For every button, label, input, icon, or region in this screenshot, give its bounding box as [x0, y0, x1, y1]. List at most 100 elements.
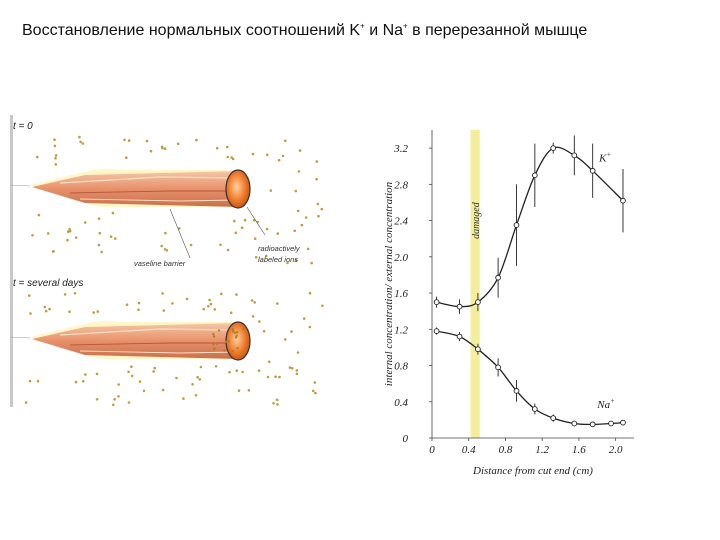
- ion-dot: [250, 299, 254, 302]
- slide-title: Восстановление нормальных соотношений K+…: [22, 22, 587, 40]
- ion-dot: [196, 375, 199, 379]
- ion-dots-bottom: [24, 291, 324, 407]
- panel-bottom-label: t = several days: [13, 278, 83, 289]
- ion-dot: [81, 380, 85, 383]
- ion-dot: [145, 139, 149, 143]
- absorbed-ion-dot: [224, 340, 228, 344]
- ion-dot: [266, 375, 270, 379]
- ion-dot: [268, 360, 271, 364]
- ion-dot: [288, 366, 292, 369]
- ion-dot: [81, 142, 85, 145]
- callout-barrier: vaseline barrier: [134, 259, 186, 268]
- ion-dot: [298, 149, 302, 152]
- ion-dot: [36, 379, 40, 383]
- damaged-region: [470, 130, 480, 438]
- callout-ions-line: [246, 206, 266, 236]
- ion-dot: [308, 325, 312, 329]
- series-k-point: [571, 152, 578, 159]
- ion-dot: [137, 308, 140, 311]
- fiber-top-cut-end: [225, 169, 251, 209]
- title-middle: и Na: [364, 22, 404, 39]
- ion-dot: [226, 155, 229, 159]
- ion-dot: [36, 155, 39, 159]
- ion-dot: [276, 302, 279, 305]
- ion-dot: [257, 369, 261, 372]
- title-superscript-k: +: [360, 21, 365, 31]
- ion-dot: [78, 135, 81, 139]
- ion-dot: [54, 163, 58, 166]
- ion-dot: [68, 227, 71, 231]
- ion-dot: [123, 138, 126, 142]
- ion-dot: [125, 303, 129, 306]
- ion-dot: [311, 389, 315, 393]
- ion-dot: [231, 157, 235, 161]
- ion-dot: [83, 221, 87, 224]
- absorbed-ion-dot: [223, 349, 226, 352]
- ion-dot: [130, 374, 134, 378]
- series-k-point: [475, 299, 481, 305]
- ion-dot: [66, 238, 69, 242]
- ion-dot: [161, 292, 164, 295]
- title-superscript-na: +: [403, 21, 408, 31]
- y-tick-label: 2.4: [394, 216, 408, 228]
- panel-top-label: t = 0: [13, 121, 33, 132]
- y-tick-label: 1.6: [394, 288, 408, 300]
- ion-dot: [308, 291, 312, 295]
- ion-dot: [160, 244, 163, 248]
- x-tick-label: 2.0: [609, 444, 623, 456]
- ion-dot: [281, 154, 285, 158]
- ion-dot: [220, 292, 223, 296]
- series-k-point: [433, 299, 440, 305]
- y-tick-labels: 0 0.4 0.8 1.2 1.6 2.0 2.4 2.8 3.2: [393, 143, 408, 445]
- ion-dot: [247, 389, 251, 392]
- fiber-bottom-stripe: [59, 328, 239, 336]
- series-na-point: [608, 420, 614, 427]
- absorbed-ion-dot: [212, 332, 215, 336]
- fiber-top-stripe: [59, 176, 239, 184]
- ion-dot: [278, 375, 281, 379]
- ion-dot: [296, 351, 300, 354]
- ion-dot: [161, 146, 164, 150]
- ion-dot: [109, 235, 113, 238]
- ion-dot: [95, 398, 99, 401]
- ion-dot: [130, 365, 133, 368]
- ion-dot: [262, 329, 266, 333]
- damaged-label: damaged: [471, 201, 482, 239]
- ion-dot: [182, 397, 185, 400]
- ion-dot: [138, 380, 142, 383]
- series-k-line: [436, 146, 624, 308]
- y-axis-label: internal concentration/ external concent…: [383, 181, 395, 386]
- ion-dot: [269, 189, 273, 192]
- ion-dot: [178, 227, 181, 230]
- ion-dot: [254, 255, 258, 259]
- ion-dot: [290, 330, 293, 333]
- ion-dot: [272, 402, 275, 405]
- ion-dot: [46, 232, 50, 235]
- ion-dot: [149, 149, 153, 153]
- ion-dot: [54, 156, 57, 160]
- left-border: [10, 115, 13, 407]
- legend-k-base: K: [598, 153, 607, 165]
- series-na-point: [589, 421, 596, 428]
- ion-dot: [304, 216, 308, 219]
- ion-dot: [283, 338, 287, 341]
- ion-dot: [294, 258, 298, 262]
- ion-dot: [114, 237, 117, 240]
- ion-dot: [235, 369, 239, 372]
- fiber-top-tail: [10, 184, 31, 187]
- ion-dot: [125, 156, 128, 159]
- ion-dot: [37, 213, 41, 217]
- absorbed-ion-dot: [217, 329, 221, 332]
- legend-k: K+: [598, 151, 611, 165]
- fiber-top-stripe: [79, 198, 239, 202]
- series-na-point: [433, 328, 440, 334]
- ion-dot: [241, 370, 244, 374]
- ion-dot: [284, 139, 287, 143]
- ion-dots-top: [31, 135, 324, 265]
- absorbed-ion-dot: [231, 327, 234, 331]
- series-na-point: [571, 420, 578, 427]
- absorbed-ion-dot: [231, 349, 234, 353]
- series-na-point: [531, 406, 538, 412]
- ion-dot: [152, 370, 155, 373]
- absorbed-ion-dot: [233, 331, 237, 334]
